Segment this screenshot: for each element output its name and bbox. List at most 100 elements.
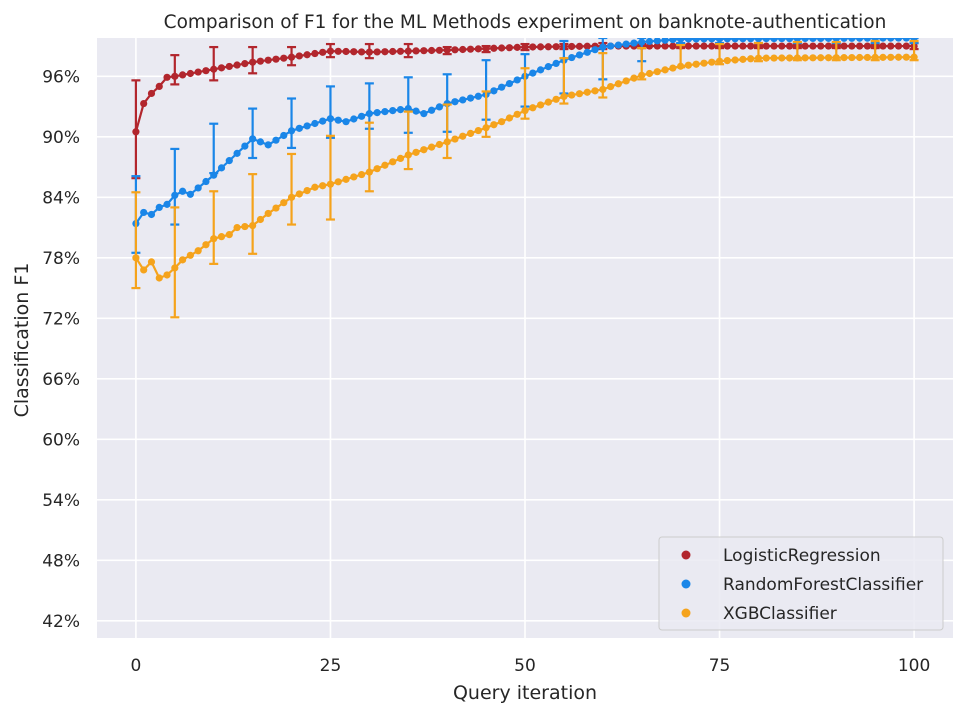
data-point xyxy=(249,58,257,66)
data-point xyxy=(334,116,342,124)
data-point xyxy=(677,62,685,70)
data-point xyxy=(731,38,739,43)
data-point xyxy=(303,51,311,59)
data-point xyxy=(466,129,475,137)
series-XGBClassifier xyxy=(131,39,919,319)
data-point xyxy=(505,44,514,52)
y-tick-label: 66% xyxy=(42,370,80,390)
data-point xyxy=(770,42,778,50)
legend-marker xyxy=(681,550,691,560)
data-point xyxy=(389,107,397,115)
data-point xyxy=(186,251,194,259)
data-point xyxy=(373,109,381,117)
data-point xyxy=(147,258,156,266)
data-point xyxy=(809,54,817,62)
data-point xyxy=(140,266,148,274)
data-point xyxy=(498,83,506,91)
legend-label: XGBClassifier xyxy=(723,604,837,624)
data-point xyxy=(879,38,887,42)
data-point xyxy=(599,85,607,94)
data-point xyxy=(801,54,809,62)
data-point xyxy=(202,177,210,186)
data-point xyxy=(280,131,288,140)
data-point xyxy=(225,231,233,239)
data-point xyxy=(295,190,303,198)
data-point xyxy=(739,55,747,63)
data-point xyxy=(186,190,194,198)
data-point xyxy=(420,110,428,118)
data-point xyxy=(778,54,786,62)
data-point xyxy=(303,187,311,195)
data-point xyxy=(435,140,443,149)
data-point xyxy=(653,68,661,76)
data-point xyxy=(817,38,825,43)
data-point xyxy=(217,233,226,241)
data-point xyxy=(630,39,638,47)
data-point xyxy=(902,53,910,61)
y-axis-label: Classification F1 xyxy=(11,263,33,418)
data-point xyxy=(373,165,381,173)
chart-title: Comparison of F1 for the ML Methods expe… xyxy=(164,12,887,33)
data-point xyxy=(210,65,218,73)
data-point xyxy=(389,158,397,166)
data-point xyxy=(241,142,249,150)
data-point xyxy=(459,96,467,104)
data-point xyxy=(544,43,552,51)
data-point xyxy=(295,124,303,132)
data-point xyxy=(653,42,661,50)
data-point xyxy=(762,42,770,50)
data-point xyxy=(723,38,731,43)
data-point xyxy=(887,53,895,61)
data-point xyxy=(490,87,498,95)
data-point xyxy=(754,38,763,43)
data-point xyxy=(443,138,451,146)
data-point xyxy=(350,115,358,123)
y-tick-label: 84% xyxy=(42,188,80,208)
data-point xyxy=(785,42,794,50)
legend-marker xyxy=(681,608,691,618)
data-point xyxy=(163,271,171,279)
data-point xyxy=(669,64,677,72)
data-point xyxy=(521,107,529,115)
data-point xyxy=(295,52,303,60)
x-axis-label: Query iteration xyxy=(453,682,597,704)
data-point xyxy=(840,38,848,42)
data-point xyxy=(894,53,903,61)
data-point xyxy=(171,191,179,199)
data-point xyxy=(832,38,840,42)
data-point xyxy=(350,48,358,56)
data-point xyxy=(357,48,366,56)
data-point xyxy=(614,80,622,88)
data-point xyxy=(311,183,319,191)
data-point xyxy=(311,119,319,128)
data-point xyxy=(521,43,529,51)
data-point xyxy=(233,223,241,232)
data-point xyxy=(482,124,490,132)
data-point xyxy=(140,99,148,108)
data-point xyxy=(739,38,747,43)
data-point xyxy=(396,154,405,163)
data-point xyxy=(770,54,778,62)
data-point xyxy=(731,56,739,64)
data-point xyxy=(319,48,327,56)
data-point xyxy=(552,95,560,103)
data-point xyxy=(669,38,677,44)
data-point xyxy=(490,121,498,129)
data-point xyxy=(700,42,708,50)
data-point xyxy=(428,143,436,151)
data-point xyxy=(249,135,257,143)
legend-label: LogisticRegression xyxy=(723,546,881,566)
data-point xyxy=(505,79,514,88)
data-point xyxy=(459,132,467,140)
data-point xyxy=(754,54,763,62)
data-point xyxy=(700,38,708,43)
data-point xyxy=(614,41,622,49)
legend-label: RandomForestClassifier xyxy=(723,575,923,595)
data-point xyxy=(264,141,272,149)
data-point xyxy=(256,138,265,146)
data-point xyxy=(856,42,864,50)
data-point xyxy=(544,63,552,71)
data-point xyxy=(272,55,280,63)
data-point xyxy=(824,38,833,42)
data-point xyxy=(863,42,872,50)
